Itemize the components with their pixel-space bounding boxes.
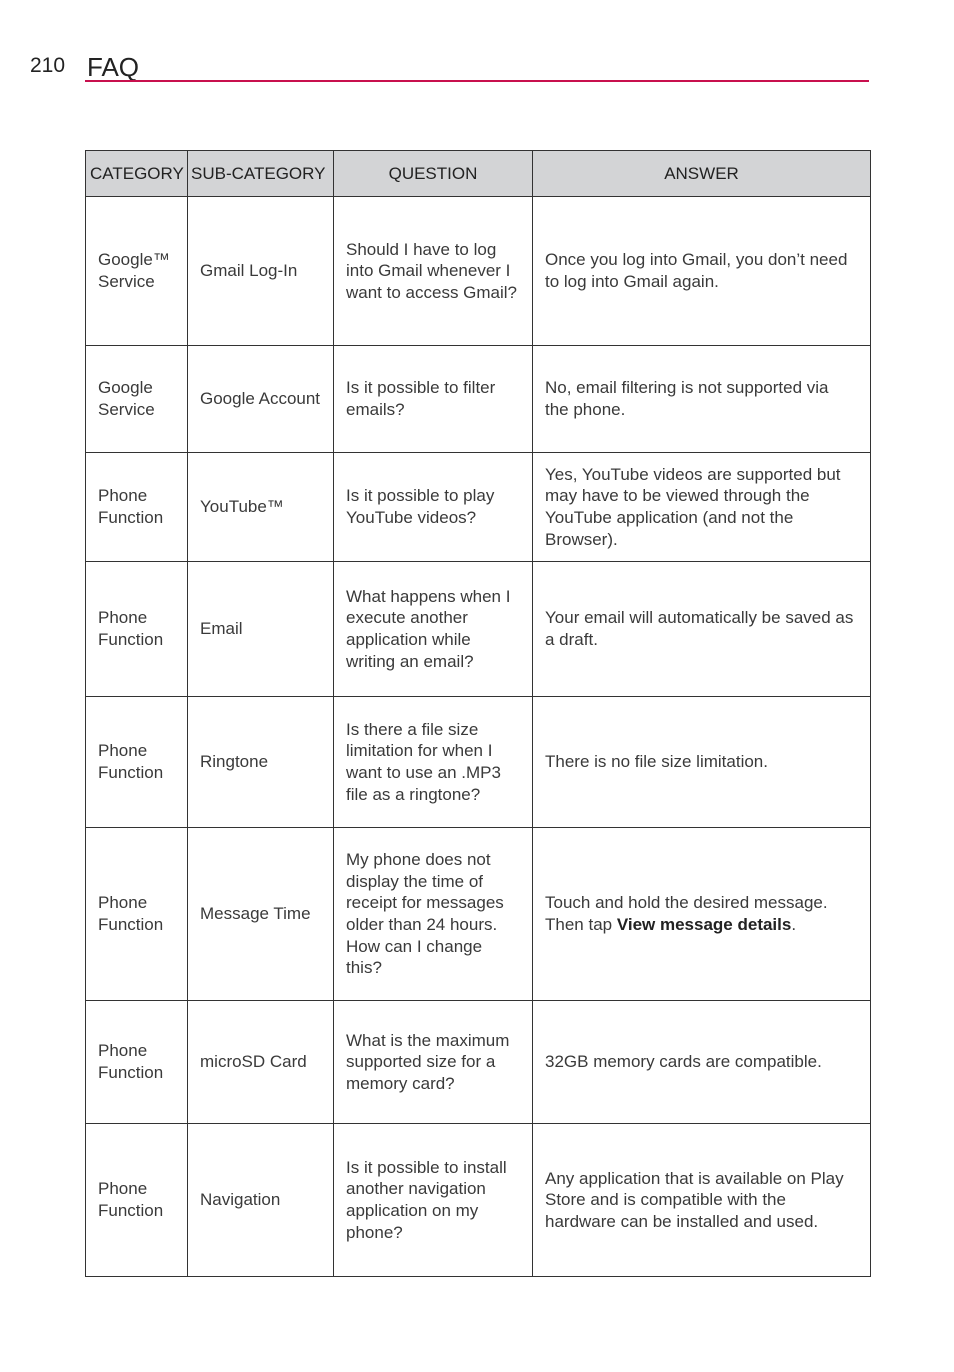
question-cell: What is the maximum supported size for a… bbox=[333, 1000, 533, 1124]
answer-text: Touch and hold the desired message. Then… bbox=[545, 893, 828, 934]
sub-category-cell: Email bbox=[187, 561, 334, 697]
header-question: QUESTION bbox=[333, 150, 533, 197]
question-cell: Is there a file size limitation for when… bbox=[333, 696, 533, 828]
answer-cell: Any application that is available on Pla… bbox=[532, 1123, 871, 1277]
question-cell: Is it possible to play YouTube videos? bbox=[333, 452, 533, 562]
category-cell: Phone Function bbox=[85, 827, 188, 1001]
answer-bold-text: View message details bbox=[616, 915, 792, 934]
question-cell: Should I have to log into Gmail whenever… bbox=[333, 196, 533, 346]
header-answer: ANSWER bbox=[532, 150, 871, 197]
question-cell: Is it possible to filter emails? bbox=[333, 345, 533, 453]
answer-cell: Once you log into Gmail, you don’t need … bbox=[532, 196, 871, 346]
sub-category-cell: Gmail Log-In bbox=[187, 196, 334, 346]
category-cell: Phone Function bbox=[85, 1123, 188, 1277]
category-cell: Phone Function bbox=[85, 696, 188, 828]
question-cell: What happens when I execute another appl… bbox=[333, 561, 533, 697]
header-sub-category: SUB-CATEGORY bbox=[187, 150, 334, 197]
category-cell: Phone Function bbox=[85, 1000, 188, 1124]
answer-cell: Touch and hold the desired message. Then… bbox=[532, 827, 871, 1001]
faq-table: CATEGORY SUB-CATEGORY QUESTION ANSWER Go… bbox=[85, 150, 871, 1277]
sub-category-cell: Message Time bbox=[187, 827, 334, 1001]
answer-cell: There is no file size limitation. bbox=[532, 696, 871, 828]
table-row: Google Service Google Account Is it possib… bbox=[85, 345, 871, 453]
page-title: FAQ bbox=[87, 52, 140, 82]
answer-cell: 32GB memory cards are compatible. bbox=[532, 1000, 871, 1124]
table-header-row: CATEGORY SUB-CATEGORY QUESTION ANSWER bbox=[85, 150, 871, 197]
sub-category-cell: YouTube™ bbox=[187, 452, 334, 562]
answer-cell: Your email will automatically be saved a… bbox=[532, 561, 871, 697]
sub-category-cell: Navigation bbox=[187, 1123, 334, 1277]
table-row: Phone Function Navigation Is it possible t… bbox=[85, 1123, 871, 1277]
category-cell: Phone Function bbox=[85, 561, 188, 697]
sub-category-cell: Ringtone bbox=[187, 696, 334, 828]
table-row: Phone Function YouTube™ Is it possible to … bbox=[85, 452, 871, 562]
answer-cell: Yes, YouTube videos are supported but ma… bbox=[532, 452, 871, 562]
page-number: 210 bbox=[30, 54, 66, 77]
question-cell: Is it possible to install another naviga… bbox=[333, 1123, 533, 1277]
header-category: CATEGORY bbox=[85, 150, 188, 197]
category-cell: Google Service bbox=[85, 345, 188, 453]
title-divider bbox=[85, 80, 869, 82]
table-row: Phone Function microSD Card What is the ma… bbox=[85, 1000, 871, 1124]
sub-category-cell: Google Account bbox=[187, 345, 334, 453]
answer-cell: No, email filtering is not supported via… bbox=[532, 345, 871, 453]
table-row: Phone Function Email What happens when I e… bbox=[85, 561, 871, 697]
table-row: Google™ Service Gmail Log-In Should I have… bbox=[85, 196, 871, 346]
table-row: Phone Function Ringtone Is there a file si… bbox=[85, 696, 871, 828]
question-cell: My phone does not display the time of re… bbox=[333, 827, 533, 1001]
sub-category-cell: microSD Card bbox=[187, 1000, 334, 1124]
category-cell: Phone Function bbox=[85, 452, 188, 562]
table-row: Phone Function Message Time My phone does … bbox=[85, 827, 871, 1001]
category-cell: Google™ Service bbox=[85, 196, 188, 346]
answer-end: . bbox=[791, 915, 797, 934]
